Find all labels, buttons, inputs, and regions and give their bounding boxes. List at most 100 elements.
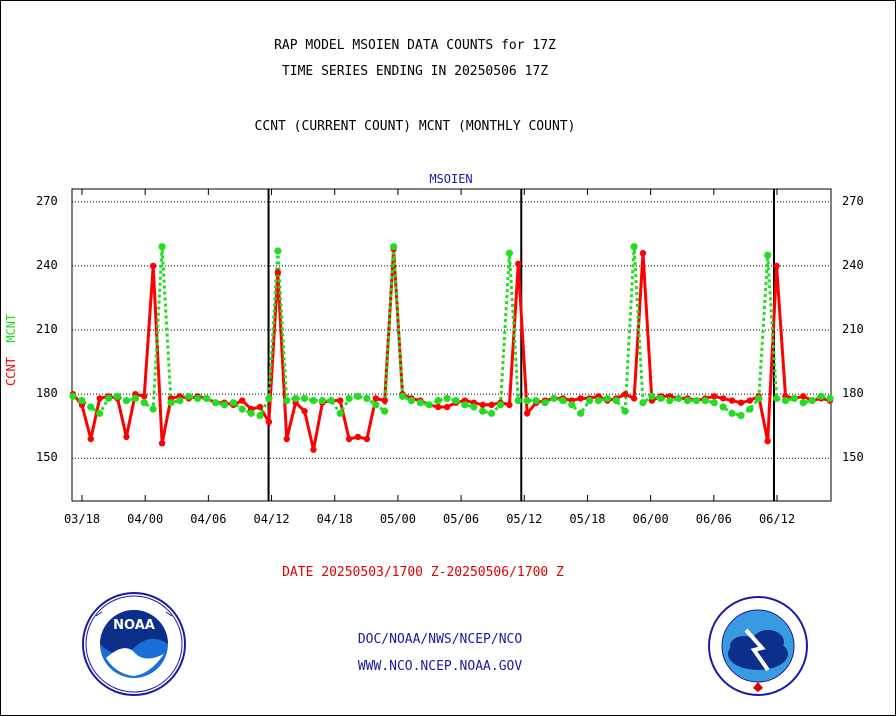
mcnt-point <box>487 409 496 417</box>
ccnt-point <box>310 446 317 453</box>
y-tick-label-l-240: 240 <box>36 257 58 272</box>
y-tick-label-l-270: 270 <box>36 193 58 208</box>
ccnt-point <box>773 262 780 270</box>
ccnt-point <box>283 435 290 443</box>
mcnt-point <box>283 396 291 405</box>
mcnt-point <box>657 394 665 403</box>
ccnt-point <box>336 397 344 404</box>
ccnt-point <box>719 395 727 402</box>
mcnt-point <box>781 396 790 405</box>
mcnt-point <box>105 394 113 403</box>
mcnt-point <box>416 399 424 407</box>
mcnt-point <box>603 394 611 403</box>
mcnt-point <box>764 251 772 259</box>
mcnt-point <box>479 407 487 415</box>
mcnt-point <box>390 243 398 251</box>
mcnt-point <box>247 409 255 417</box>
x-tick-label: 04/00 <box>127 512 164 526</box>
ccnt-point <box>577 395 584 402</box>
ccnt-point <box>354 433 362 441</box>
ccnt-point <box>96 395 103 402</box>
mcnt-point <box>612 396 620 405</box>
mcnt-point <box>185 392 193 400</box>
mcnt-point <box>211 399 220 407</box>
mcnt-point <box>630 243 638 251</box>
mcnt-point <box>496 401 505 409</box>
x-tick-label: 05/00 <box>379 512 416 526</box>
mcnt-point <box>300 394 309 403</box>
ccnt-point <box>764 437 771 445</box>
ccnt-point <box>363 435 371 443</box>
ccnt-point <box>239 397 246 404</box>
series-line-mcnt <box>72 246 831 418</box>
mcnt-point <box>131 394 139 403</box>
footer-org-path[interactable]: DOC/NOAA/NWS/NCEP/NCO <box>357 632 523 647</box>
ccnt-point <box>256 403 264 411</box>
x-tick-label: 04/06 <box>190 512 227 526</box>
ccnt-point <box>630 395 638 402</box>
mcnt-point <box>220 401 228 409</box>
mcnt-point <box>541 399 549 407</box>
mcnt-point <box>621 407 629 415</box>
mcnt-point <box>202 394 211 403</box>
date-range: DATE 20250503/1700 Z-20250506/1700 Z <box>282 565 564 580</box>
noaa-logo-icon: NOAA <box>82 592 186 696</box>
mcnt-point <box>407 396 416 405</box>
x-tick-label: 06/00 <box>632 512 669 526</box>
ccnt-point <box>87 435 95 443</box>
y-tick-label-r-210: 210 <box>842 322 864 337</box>
mcnt-point <box>327 396 335 405</box>
mcnt-point <box>505 249 513 257</box>
mcnt-point <box>452 396 460 405</box>
ccnt-point <box>800 393 807 400</box>
chart-title-line-1: RAP MODEL MSOIEN DATA COUNTS for 17Z <box>274 38 556 53</box>
noaa-logo-text: NOAA <box>113 618 155 633</box>
ccnt-point <box>479 401 486 409</box>
mcnt-point <box>167 399 175 407</box>
mcnt-point <box>238 405 246 413</box>
mcnt-point <box>176 396 184 405</box>
mcnt-point <box>790 394 798 403</box>
ccnt-point <box>345 435 353 443</box>
mcnt-point <box>158 243 166 251</box>
ccnt-point <box>488 401 495 409</box>
nws-logo-icon <box>708 596 808 696</box>
ccnt-point <box>737 399 745 406</box>
ccnt-point <box>506 401 513 409</box>
mcnt-point <box>113 392 122 400</box>
mcnt-point <box>194 394 202 403</box>
mcnt-point <box>648 392 656 400</box>
mcnt-point <box>318 396 326 405</box>
ccnt-point <box>621 390 629 398</box>
ccnt-point <box>301 408 308 415</box>
mcnt-point <box>345 394 353 403</box>
mcnt-point <box>292 394 300 403</box>
ccnt-point <box>515 260 522 267</box>
mcnt-point <box>96 409 104 417</box>
mcnt-point <box>69 392 77 400</box>
ccnt-point <box>728 397 736 404</box>
y-tick-label-l-150: 150 <box>36 450 58 465</box>
mcnt-point <box>737 411 745 420</box>
mcnt-point <box>122 396 131 405</box>
mcnt-point <box>336 409 344 417</box>
mcnt-point <box>692 396 701 405</box>
mcnt-point <box>746 405 754 413</box>
mcnt-point <box>354 392 362 400</box>
footer-website[interactable]: WWW.NCO.NCEP.NOAA.GOV <box>357 659 523 674</box>
chart-title-line-2: TIME SERIES ENDING IN 20250506 17Z <box>281 64 549 79</box>
ccnt-point <box>265 418 273 426</box>
mcnt-point <box>434 396 442 405</box>
mcnt-point <box>398 392 407 400</box>
mcnt-point <box>808 396 816 405</box>
y-tick-label-l-210: 210 <box>36 322 58 337</box>
ccnt-point <box>639 249 647 257</box>
mcnt-point <box>140 399 148 407</box>
mcnt-point <box>274 247 282 255</box>
mcnt-point <box>728 409 736 417</box>
mcnt-point <box>87 403 95 411</box>
mcnt-point <box>550 394 558 403</box>
mcnt-point <box>675 394 683 403</box>
series-title: MSOIEN <box>429 172 473 186</box>
